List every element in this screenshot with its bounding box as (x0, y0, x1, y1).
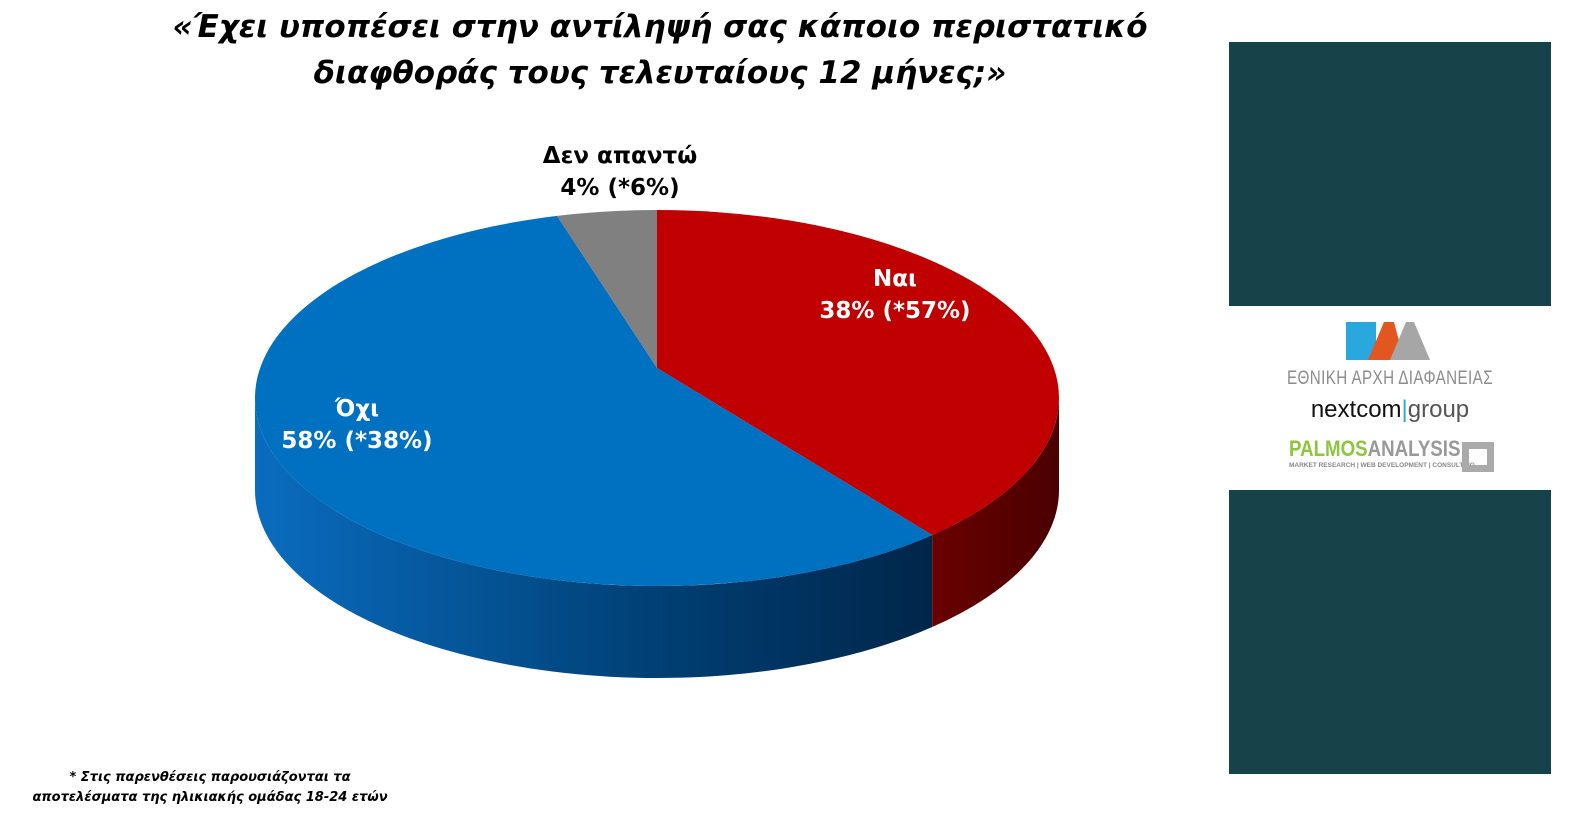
slice-label-value: 4% (*6%) (560, 175, 680, 201)
palmos-tagline: MARKET RESEARCH | WEB DEVELOPMENT | CONS… (1289, 462, 1475, 469)
palmos-logo: PALMOSANALYSIS (1289, 436, 1460, 462)
palmos-box-icon (1462, 442, 1494, 472)
pie-side-nai (932, 398, 1059, 628)
slice-label-ochi: Όχι 58% (*38%) (262, 393, 452, 457)
slice-label-nai: Ναι 38% (*57%) (800, 263, 990, 327)
slice-label-value: 38% (*57%) (819, 298, 971, 324)
side-panel-top (1229, 42, 1551, 306)
analysis-text: ANALYSIS (1367, 436, 1461, 461)
slice-label-name: Ναι (872, 266, 917, 292)
side-panel-bottom (1229, 490, 1551, 774)
pie-slice-ochi (254, 215, 933, 586)
pie-slice-nai (657, 210, 1059, 536)
slice-label-name: Όχι (334, 396, 380, 422)
palmos-text: PALMOS (1289, 436, 1368, 461)
slice-label-name: Δεν απαντώ (542, 143, 698, 169)
pie-chart (254, 210, 1059, 678)
nextcom-separator: | (1401, 396, 1408, 423)
slice-label-den-apanto: Δεν απαντώ 4% (*6%) (500, 140, 740, 204)
nextcom-text: nextcom (1310, 396, 1402, 423)
pie-slice-den-apanto (557, 210, 657, 368)
eaa-logo-text: ΕΘΝΙΚΗ ΑΡΧΗ ΔΙΑΦΑΝΕΙΑΣ (1286, 368, 1494, 389)
eaa-logo-icon (1346, 322, 1430, 360)
pie-side-ochi (255, 398, 933, 678)
footnote-line-2: αποτελέσματα της ηλικιακής ομάδας 18-24 … (32, 790, 388, 805)
title-line-1: «Έχει υποπέσει στην αντίληψή σας κάποιο … (172, 9, 1148, 45)
nextcom-group-text: group (1407, 396, 1470, 423)
logos: ΕΘΝΙΚΗ ΑΡΧΗ ΔΙΑΦΑΝΕΙΑΣ nextcom|group PAL… (1229, 306, 1551, 490)
chart-title: «Έχει υποπέσει στην αντίληψή σας κάποιο … (100, 4, 1220, 96)
slice-label-value: 58% (*38%) (281, 428, 433, 454)
footnote-line-1: * Στις παρενθέσεις παρουσιάζονται τα (69, 770, 351, 785)
footnote: * Στις παρενθέσεις παρουσιάζονται τα απο… (0, 768, 420, 808)
nextcom-logo: nextcom|group (1229, 396, 1551, 424)
title-line-2: διαφθοράς τους τελευταίους 12 μήνες;» (313, 55, 1007, 91)
